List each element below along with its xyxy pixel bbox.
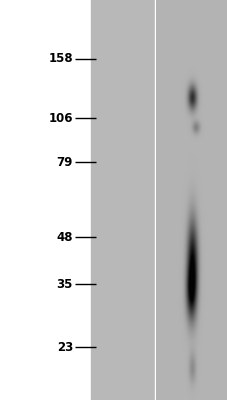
Text: 79: 79 xyxy=(56,156,73,169)
Bar xyxy=(154,0,155,400)
Text: 106: 106 xyxy=(48,112,73,125)
Bar xyxy=(0,0,91,400)
Bar xyxy=(155,0,227,400)
Text: 48: 48 xyxy=(56,231,73,244)
Bar xyxy=(91,0,154,400)
Text: 23: 23 xyxy=(57,341,73,354)
Text: 35: 35 xyxy=(56,278,73,291)
Text: 158: 158 xyxy=(48,52,73,65)
